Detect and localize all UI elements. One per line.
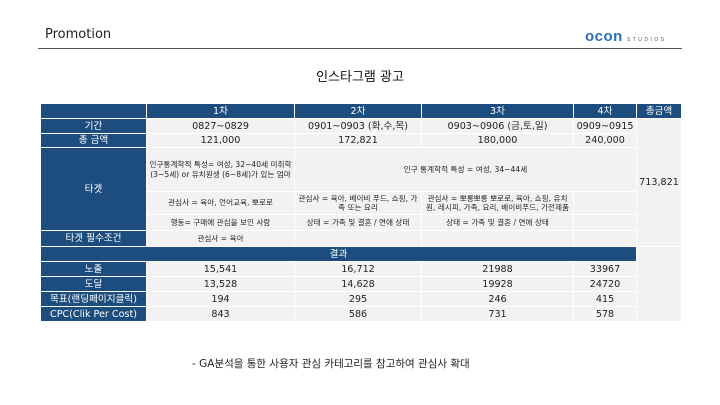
logo-subtext: STUDIOS: [626, 37, 667, 43]
section-heading: 인스타그램 광고: [316, 70, 404, 85]
row-label: 타겟: [40, 147, 147, 231]
column-header: 2차: [294, 103, 422, 119]
table-cell: 295: [294, 291, 422, 307]
table-cell: [573, 214, 637, 231]
table-cell: 0901~0903 (화,수,목): [294, 118, 422, 134]
table-row: 총 금액 121,000 172,821 180,000 240,000: [40, 133, 682, 148]
table-cell: 13,528: [146, 276, 295, 292]
row-label: CPC(Clik Per Cost): [40, 306, 147, 322]
table-row: 목표(랜딩페이지클릭) 194 295 246 415: [40, 291, 682, 307]
table-cell: 15,541: [146, 261, 295, 277]
table-cell: 14,628: [294, 276, 422, 292]
row-label: 기간: [40, 118, 147, 134]
column-header: 1차: [146, 103, 295, 119]
ocon-studios-logo: ocon STUDIOS: [585, 28, 667, 45]
table-cell: 0827~0829: [146, 118, 295, 134]
table-cell: 관심사 = 육아, 언어교육, 뽀로로: [146, 191, 295, 215]
row-label: 목표(랜딩페이지클릭): [40, 291, 147, 307]
table-cell: 21988: [421, 261, 574, 277]
table-cell: 194: [146, 291, 295, 307]
note-text: GA분석을 통한 사용자 관심 카테고리를 참고하여 관심사 확대: [199, 358, 470, 370]
table-cell: 0909~0915: [573, 118, 637, 134]
row-label: 총 금액: [40, 133, 147, 148]
table-row: 관심사 = 육아, 언어교육, 뽀로로 관심사 = 육아, 베이비 푸드, 쇼핑…: [41, 191, 682, 215]
table-cell: 16,712: [294, 261, 422, 277]
total-amount: 713,821: [636, 118, 682, 247]
table-cell: [421, 230, 574, 247]
table-cell: 180,000: [421, 133, 574, 148]
table-cell: 0903~0906 (금,토,일): [421, 118, 574, 134]
table-cell: 관심사 = 육아: [146, 230, 295, 247]
header-divider: [38, 48, 682, 49]
row-label: 도달: [40, 276, 147, 292]
table-cell: 843: [146, 306, 295, 322]
result-header-row: 결과: [40, 246, 682, 322]
note-bullet: -: [192, 358, 196, 370]
table-row: 타겟 필수조건 관심사 = 육아: [40, 230, 682, 247]
table-cell: 240,000: [573, 133, 637, 148]
table-cell: 인구 통계학적 특성 = 여성, 34~44세: [294, 147, 637, 192]
table-row: 행동= 구매에 관심을 보인 사람 상태 = 가족 및 결혼 / 연애 상태 상…: [41, 214, 682, 231]
table-cell: 172,821: [294, 133, 422, 148]
table-row: 노출 15,541 16,712 21988 33967: [40, 261, 682, 277]
table-row: 기간 0827~0829 0901~0903 (화,수,목) 0903~0906…: [40, 118, 682, 247]
column-header: 3차: [421, 103, 574, 119]
table-cell: 상태 = 가족 및 결혼 / 연애 상태: [294, 214, 422, 231]
table-cell: 인구통계학적 특성= 여성, 32~40세 미취학 (3~5세) or 유치원생…: [146, 147, 295, 192]
table-cell: 행동= 구매에 관심을 보인 사람: [146, 214, 295, 231]
column-header: 총금액: [636, 103, 682, 119]
table-cell: 578: [573, 306, 637, 322]
table-cell: 731: [421, 306, 574, 322]
table-cell: [636, 246, 682, 322]
table-cell: 24720: [573, 276, 637, 292]
table-row: 타겟 인구통계학적 특성= 여성, 32~40세 미취학 (3~5세) or 유…: [40, 147, 682, 231]
row-label: 노출: [40, 261, 147, 277]
promotion-table: 1차 2차 3차 4차 총금액 기간 0827~0829 0901~0903 (…: [40, 103, 682, 322]
table-cell: [573, 230, 637, 247]
table-row: 도달 13,528 14,628 19928 24720: [40, 276, 682, 292]
table-header-row: 1차 2차 3차 4차 총금액: [40, 103, 682, 119]
table-cell: 상태 = 가족 및 결혼 / 연애 상태: [421, 214, 574, 231]
table-cell: 121,000: [146, 133, 295, 148]
table-cell: 33967: [573, 261, 637, 277]
table-cell: 관심사 = 뽀롱뽀롱 뽀로로, 육아, 쇼핑, 유치원, 레시피, 가족, 요리…: [421, 191, 574, 215]
logo-wordmark: ocon: [585, 28, 623, 45]
result-header: 결과: [40, 246, 637, 262]
row-label: 타겟 필수조건: [40, 230, 147, 247]
table-row: CPC(Clik Per Cost) 843 586 731 578: [40, 306, 682, 322]
table-cell: 246: [421, 291, 574, 307]
table-cell: [294, 230, 422, 247]
corner-cell: [40, 103, 147, 119]
table-cell: 586: [294, 306, 422, 322]
table-cell: 415: [573, 291, 637, 307]
column-header: 4차: [573, 103, 637, 119]
table-cell: 19928: [421, 276, 574, 292]
table-cell: [573, 191, 637, 215]
table-cell: 관심사 = 육아, 베이비 푸드, 쇼핑, 가족 또는 요리: [294, 191, 422, 215]
page-title: Promotion: [45, 27, 112, 42]
analysis-note: - GA분석을 통한 사용자 관심 카테고리를 참고하여 관심사 확대: [192, 356, 470, 371]
